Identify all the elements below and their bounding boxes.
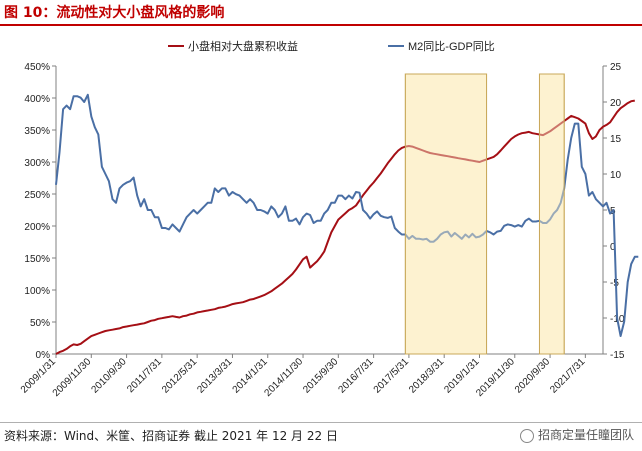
figure-title: 图 10：流动性对大小盘风格的影响 (4, 5, 225, 21)
x-tick-label: 2011/7/31 (125, 356, 164, 395)
y-right-tick-label: -5 (610, 278, 619, 289)
watermark: 招商定量任瞳团队 (519, 426, 634, 443)
series-line-1 (55, 99, 635, 355)
x-tick-label: 2015/9/30 (301, 356, 341, 396)
highlight-period-1 (404, 73, 488, 355)
legend-label-1: 小盘相对大盘累积收益 (188, 39, 298, 53)
y-left-tick-label: 50% (30, 318, 50, 329)
y-right-tick-label: 0 (610, 242, 616, 253)
x-tick-label: 2017/5/31 (372, 356, 412, 396)
x-tick-label: 2012/5/31 (160, 356, 200, 396)
x-tick-label: 2016/7/31 (336, 356, 376, 396)
x-tick-label: 2014/11/30 (263, 356, 306, 399)
x-tick-label: 2018/3/31 (407, 356, 447, 396)
source-divider (0, 422, 642, 423)
chart-axes: 0% 50% 100% 150% 200% 250% 300% 350% 400% 450% -15… (19, 62, 625, 399)
y-left-tick-label: 200% (24, 222, 50, 233)
x-tick-label: 2020/9/30 (513, 356, 553, 396)
chart-legend: 小盘相对大盘累积收益 M2同比-GDP同比 (168, 39, 495, 53)
y-left-tick-label: 450% (24, 62, 50, 73)
title-divider (0, 24, 642, 26)
series-line-2 (55, 93, 639, 337)
watermark-text: 招商定量任瞳团队 (537, 428, 634, 442)
x-tick-label: 2021/7/31 (548, 356, 588, 396)
y-right-tick-label: 20 (610, 98, 622, 109)
x-tick-label: 2010/9/30 (89, 356, 129, 396)
y-right-tick-label: -15 (610, 350, 625, 361)
x-tick-label: 2009/11/30 (51, 356, 94, 399)
highlight-overlay-1 (404, 73, 488, 355)
highlight-period-2 (538, 73, 565, 355)
y-left-tick-label: 350% (24, 126, 50, 137)
highlight-periods (404, 73, 565, 355)
legend-label-2: M2同比-GDP同比 (408, 40, 495, 53)
y-left-tick-label: 250% (24, 190, 50, 201)
y-left-tick-label: 100% (24, 286, 50, 297)
highlight-overlay-2 (538, 73, 565, 355)
y-left-tick-label: 0% (36, 350, 51, 361)
x-tick-label: 2019/11/30 (474, 356, 517, 399)
y-right-tick-label: 15 (610, 134, 622, 145)
line-chart: 0% 50% 100% 150% 200% 250% 300% 350% 400% 450% -15… (19, 39, 639, 399)
y-right-tick-label: 10 (610, 170, 622, 181)
wechat-logo-icon (519, 428, 534, 443)
y-left-tick-label: 300% (24, 158, 50, 169)
x-tick-label: 2013/3/31 (195, 356, 235, 396)
y-left-tick-label: 150% (24, 254, 50, 265)
y-right-tick-label: 25 (610, 62, 622, 73)
source-note: 资料来源：Wind、米筐、招商证券 截止 2021 年 12 月 22 日 (4, 429, 338, 443)
chart-series (55, 73, 639, 355)
y-left-tick-label: 400% (24, 94, 50, 105)
